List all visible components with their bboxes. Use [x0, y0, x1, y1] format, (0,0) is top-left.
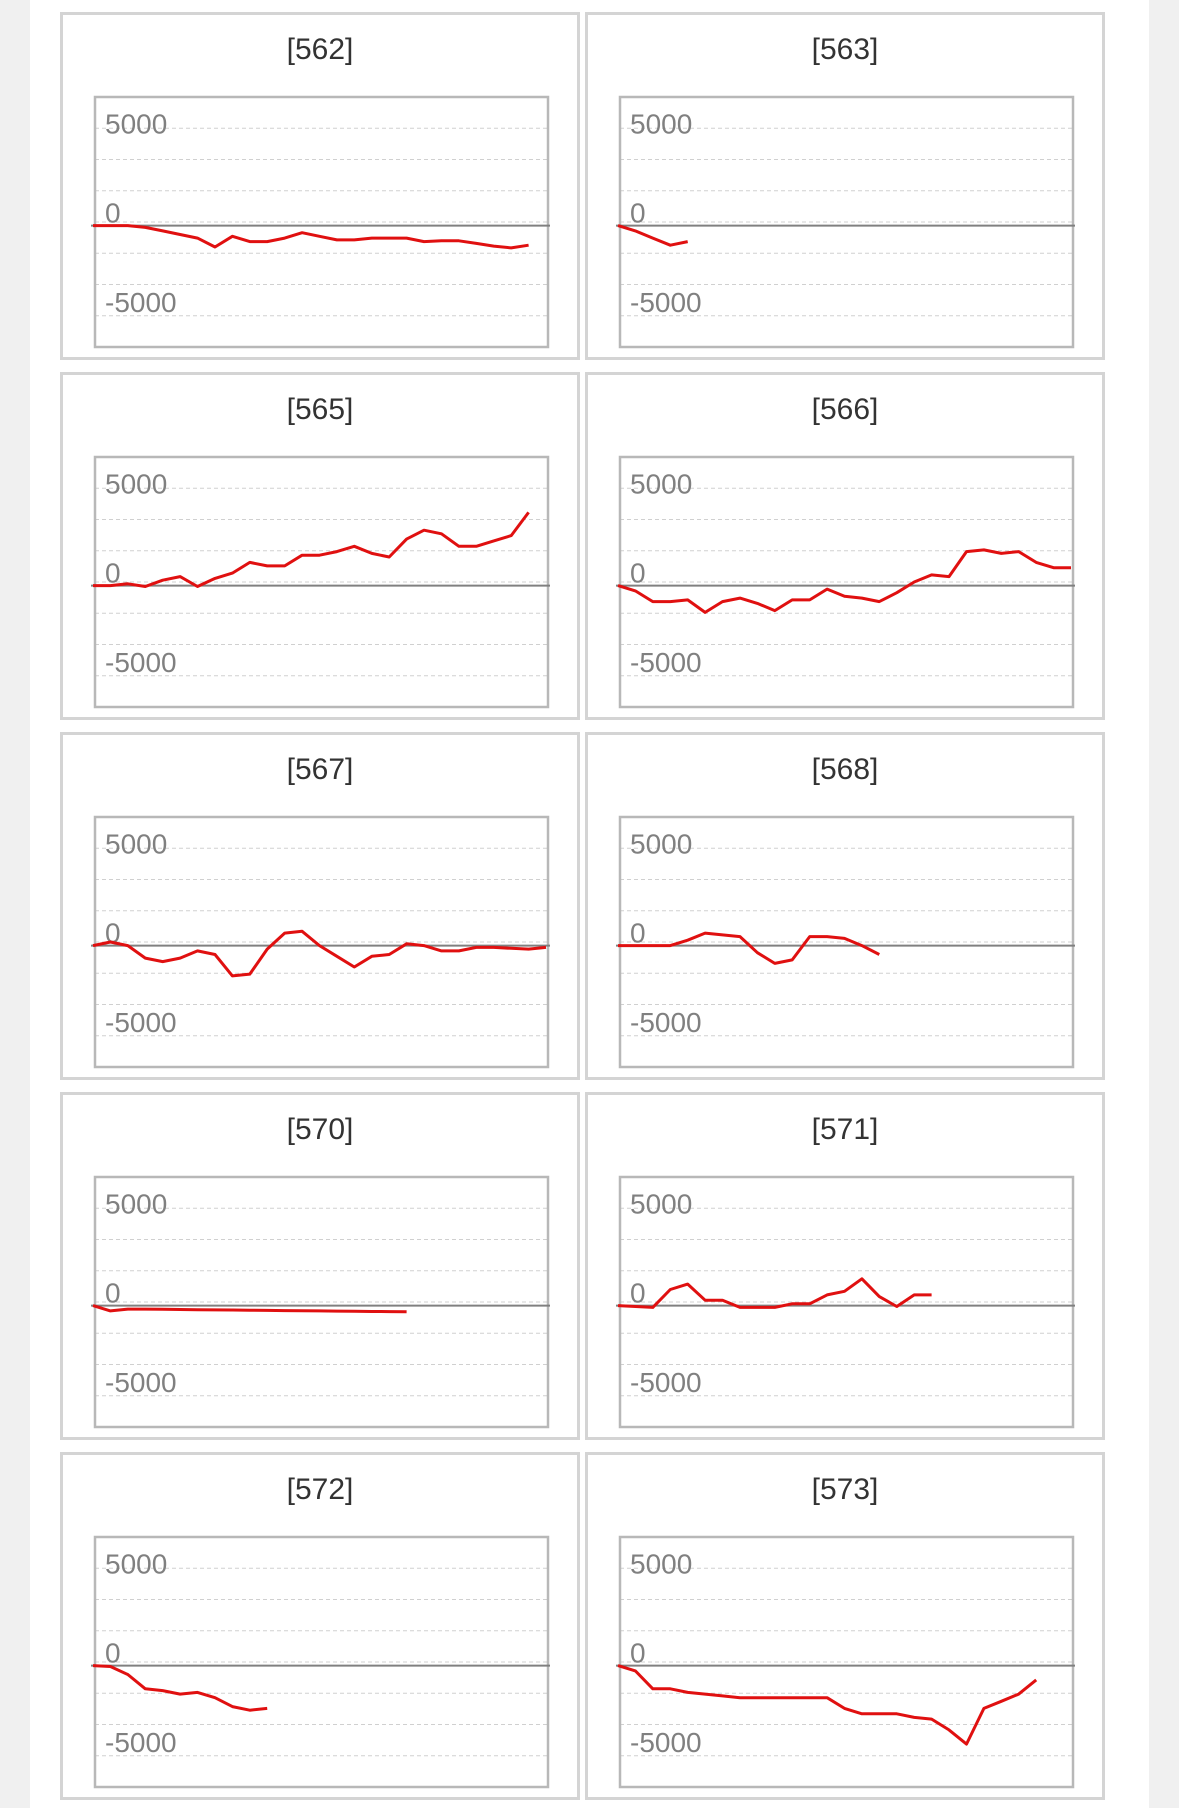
y-tick-label: 5000 — [105, 1188, 167, 1219]
chart-panel-570: [570] 5000 0 -5000 — [60, 1092, 580, 1440]
y-tick-label: 0 — [630, 558, 646, 589]
plot-frame — [93, 1535, 550, 1789]
line-chart: 5000 0 -5000 — [616, 1535, 1075, 1789]
y-tick-label: 5000 — [630, 108, 692, 139]
plot-frame — [618, 1535, 1075, 1789]
chart-panel-563: [563] 5000 0 -5000 — [585, 12, 1105, 360]
series-line — [617, 224, 689, 247]
chart-title: [571] — [811, 1113, 879, 1146]
y-tick-label: 0 — [630, 198, 646, 229]
series-line — [617, 548, 1071, 614]
y-tick-label: 0 — [105, 558, 121, 589]
y-tick-label: 0 — [105, 1278, 121, 1309]
series-line — [92, 929, 547, 978]
chart-title: [572] — [286, 1473, 354, 1506]
y-tick-label: -5000 — [105, 1367, 177, 1398]
plot-frame — [93, 815, 550, 1069]
y-tick-label: -5000 — [630, 647, 702, 678]
line-chart: 5000 0 -5000 — [616, 95, 1075, 349]
y-tick-label: 5000 — [105, 468, 167, 499]
chart-grid: [562] 5000 0 -5000 [563] 5000 0 -5000 [565] 5000 0… — [60, 12, 1105, 1800]
y-tick-label: 5000 — [630, 828, 692, 859]
chart-panel-565: [565] 5000 0 -5000 — [60, 372, 580, 720]
y-tick-label: 5000 — [105, 828, 167, 859]
y-tick-label: 0 — [630, 1278, 646, 1309]
y-tick-label: -5000 — [630, 1007, 702, 1038]
chart-title: [566] — [811, 393, 879, 426]
y-tick-label: 0 — [630, 918, 646, 949]
series-line — [618, 931, 880, 965]
chart-panel-567: [567] 5000 0 -5000 — [60, 732, 580, 1080]
y-tick-label: -5000 — [630, 1727, 702, 1758]
y-tick-label: 0 — [105, 198, 121, 229]
plot-frame — [618, 815, 1075, 1069]
series-line — [617, 1277, 932, 1309]
y-tick-label: 0 — [630, 1638, 646, 1669]
chart-title: [562] — [286, 33, 354, 66]
chart-panel-562: [562] 5000 0 -5000 — [60, 12, 580, 360]
plot-frame — [93, 95, 550, 349]
y-tick-label: 5000 — [630, 1548, 692, 1579]
y-tick-label: 0 — [105, 1638, 121, 1669]
y-tick-label: -5000 — [105, 1727, 177, 1758]
chart-title: [570] — [286, 1113, 354, 1146]
chart-title: [568] — [811, 753, 879, 786]
plot-frame — [93, 455, 550, 709]
line-chart: 5000 0 -5000 — [616, 1175, 1075, 1429]
line-chart: 5000 0 -5000 — [91, 1535, 550, 1789]
y-tick-label: 5000 — [630, 1188, 692, 1219]
series-line — [617, 1664, 1038, 1746]
series-line — [93, 224, 529, 250]
y-tick-label: -5000 — [105, 647, 177, 678]
chart-panel-568: [568] 5000 0 -5000 — [585, 732, 1105, 1080]
chart-panel-572: [572] 5000 0 -5000 — [60, 1452, 580, 1800]
series-line — [93, 511, 530, 588]
y-tick-label: 5000 — [105, 1548, 167, 1579]
left-margin — [0, 0, 30, 1808]
right-margin — [1149, 0, 1179, 1808]
line-chart: 5000 0 -5000 — [91, 1175, 550, 1429]
line-chart: 5000 0 -5000 — [616, 455, 1075, 709]
y-tick-label: -5000 — [630, 287, 702, 318]
plot-frame — [618, 455, 1075, 709]
y-tick-label: -5000 — [105, 287, 177, 318]
line-chart: 5000 0 -5000 — [616, 815, 1075, 1069]
y-tick-label: 5000 — [105, 108, 167, 139]
series-line — [92, 1304, 407, 1314]
line-chart: 5000 0 -5000 — [91, 455, 550, 709]
chart-title: [565] — [286, 393, 354, 426]
y-tick-label: 5000 — [630, 468, 692, 499]
chart-title: [573] — [811, 1473, 879, 1506]
line-chart: 5000 0 -5000 — [91, 95, 550, 349]
chart-title: [563] — [811, 33, 879, 66]
chart-title: [567] — [286, 753, 354, 786]
chart-panel-566: [566] 5000 0 -5000 — [585, 372, 1105, 720]
y-tick-label: -5000 — [105, 1007, 177, 1038]
chart-panel-573: [573] 5000 0 -5000 — [585, 1452, 1105, 1800]
plot-frame — [618, 95, 1075, 349]
y-tick-label: -5000 — [630, 1367, 702, 1398]
plot-frame — [618, 1175, 1075, 1429]
plot-frame — [93, 1175, 550, 1429]
series-line — [92, 1664, 268, 1712]
chart-panel-571: [571] 5000 0 -5000 — [585, 1092, 1105, 1440]
